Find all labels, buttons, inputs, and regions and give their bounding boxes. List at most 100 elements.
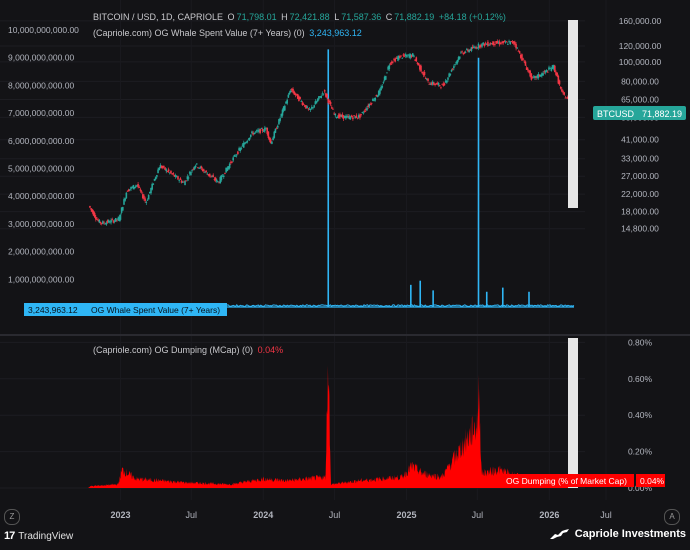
price-candle-body (518, 51, 521, 53)
price-candle-body (353, 115, 355, 116)
dump-tick-label: 0.60% (628, 374, 653, 384)
price-candle-body (326, 93, 328, 98)
whale-legend-title: (Capriole.com) OG Whale Spent Value (7+ … (93, 28, 305, 38)
price-candle-body (159, 165, 162, 169)
price-candle-body (491, 42, 494, 45)
price-candle-body (109, 222, 111, 224)
price-candle-body (389, 63, 392, 65)
price-candle-body (551, 65, 554, 69)
dump-scroll-highlight[interactable] (568, 338, 578, 488)
price-candle-body (133, 186, 136, 189)
price-candle-body (241, 144, 244, 146)
price-candle-body (218, 182, 220, 184)
price-candle-body (192, 168, 195, 170)
price-candle-body (434, 83, 436, 85)
price-candle-body (453, 66, 455, 69)
price-candle-body (221, 175, 224, 177)
price-candle-body (199, 166, 202, 169)
price-candle-body (377, 91, 380, 96)
dump-legend-title: (Capriole.com) OG Dumping (MCap) (0) (93, 345, 254, 355)
price-candle-body (126, 190, 129, 192)
whale-legend-value: 3,243,963.12 (309, 28, 362, 38)
time-axis: 2023 Jul 2024 Jul 2025 Jul 2026 Jul (110, 510, 611, 520)
price-candle-body (362, 112, 365, 114)
price-candle-body (104, 223, 107, 225)
price-candle-body (291, 88, 293, 91)
price-candle-body (319, 96, 321, 97)
price-candle-body (356, 117, 359, 119)
price-candle-body (281, 109, 284, 116)
tradingview-brand[interactable]: 17 TradingView (4, 530, 73, 542)
dump-tick-label: 0.80% (628, 337, 653, 347)
price-candle-body (122, 206, 124, 211)
price-candle-body (336, 116, 339, 119)
price-candle-body (278, 119, 280, 125)
whale-value-badge: 3,243,963.12 OG Whale Spent Value (7+ Ye… (24, 303, 227, 316)
price-candle-body (272, 137, 274, 141)
price-candle-body (413, 55, 415, 57)
price-tick-label: 14,800.00 (621, 224, 659, 234)
price-candle-body (380, 86, 382, 91)
price-candle-body (422, 73, 425, 76)
price-candle-body (340, 115, 342, 117)
price-candle-body (99, 221, 102, 224)
price-candle-body (224, 172, 226, 174)
price-candle-body (217, 181, 219, 183)
price-candle-body (359, 114, 361, 118)
price-candle-body (300, 101, 303, 102)
price-candle-body (489, 43, 492, 45)
grid-lines (0, 20, 585, 489)
price-candle-body (100, 222, 103, 224)
price-candle-body (103, 222, 105, 224)
price-candle-body (212, 175, 215, 177)
price-candle-body (316, 99, 319, 102)
price-candle-body (373, 99, 375, 101)
price-tick-label: 80,000.00 (621, 76, 659, 86)
timezone-z-icon[interactable]: Z (4, 509, 20, 525)
price-candle-body (383, 76, 386, 81)
price-tick-label: 120,000.00 (619, 41, 662, 51)
price-candle-body (173, 174, 176, 177)
price-candle-body (463, 52, 466, 54)
price-scroll-highlight[interactable] (568, 20, 578, 208)
price-candle-body (535, 76, 537, 79)
price-candle-body (363, 111, 366, 112)
price-candle-body (477, 43, 480, 48)
dump-legend-value: 0.04% (257, 345, 284, 355)
price-candle-body (514, 42, 516, 45)
price-candle-body (171, 173, 173, 175)
price-candle-body (259, 129, 261, 133)
auto-scale-a-icon[interactable]: A (664, 509, 680, 525)
price-candle-body (555, 72, 557, 75)
price-candle-body (558, 80, 561, 85)
time-tick-label: Jul (329, 510, 341, 520)
price-candle-body (292, 88, 294, 93)
price-candle-body (534, 75, 536, 78)
price-candle-body (164, 167, 166, 170)
price-candles (89, 39, 575, 226)
dump-area (88, 365, 574, 488)
price-candle-body (443, 83, 446, 86)
price-candle-body (238, 148, 240, 151)
price-candle-body (253, 132, 256, 135)
price-candle-body (497, 42, 500, 44)
price-candle-body (517, 50, 520, 52)
price-candle-body (521, 54, 523, 61)
price-candle-body (467, 49, 469, 52)
price-candle-body (271, 141, 273, 144)
price-candle-body (118, 216, 121, 222)
price-candle-body (255, 130, 258, 132)
price-candle-body (524, 61, 527, 66)
price-candle-body (145, 201, 148, 203)
price-candle-body (302, 104, 305, 105)
price-candle-body (481, 43, 483, 47)
price-candle-body (554, 65, 556, 73)
whale-badge-value: 3,243,963.12 (28, 305, 78, 315)
price-candle-body (144, 198, 146, 202)
price-candle-body (285, 101, 287, 104)
price-candle-body (546, 71, 549, 73)
tradingview-label: TradingView (18, 530, 74, 542)
price-candle-body (294, 93, 297, 96)
price-candle-body (193, 166, 196, 170)
